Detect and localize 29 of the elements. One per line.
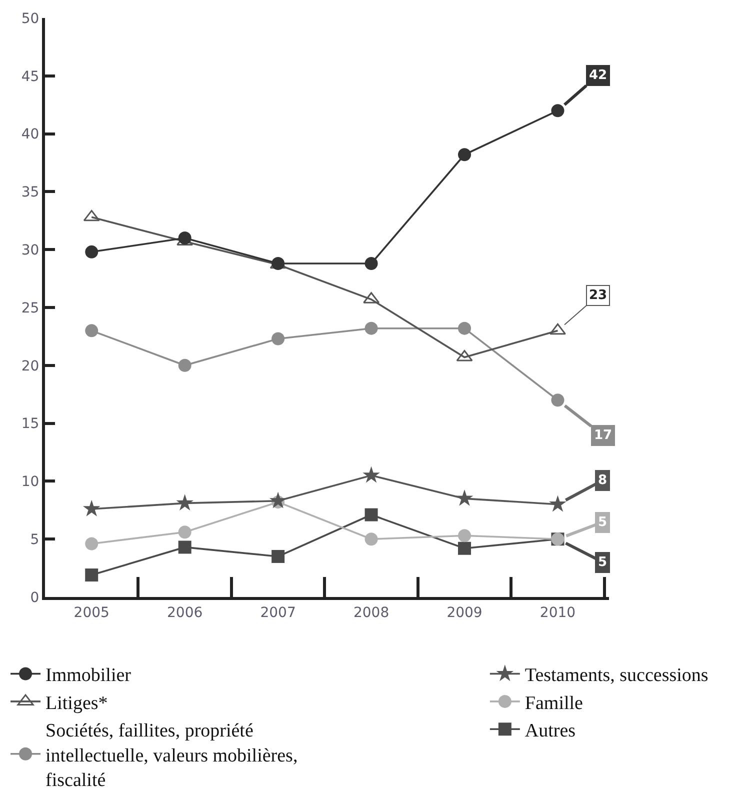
x-tick-label: 2007	[260, 604, 296, 621]
legend-label: Litiges*	[46, 692, 108, 714]
legend-label: Immobilier	[46, 665, 132, 686]
y-tick-label: 45	[21, 68, 40, 85]
y-tick-label: 50	[21, 10, 40, 27]
data-label: 17	[594, 428, 612, 443]
x-tick-label: 2010	[540, 604, 576, 621]
data-label: 8	[598, 473, 608, 488]
y-tick-label: 15	[21, 416, 40, 432]
legend-label: Testaments, successions	[524, 665, 708, 686]
x-tick-label: 2009	[446, 604, 482, 621]
y-tick-label: 30	[21, 242, 40, 258]
x-tick-label: 2006	[167, 604, 203, 621]
legend-label: Autres	[524, 720, 576, 742]
x-tick-label: 2008	[353, 604, 390, 621]
y-tick-label: 35	[21, 184, 40, 201]
legend-label: Sociétés, faillites, propriété intellectuelle, valeurs mobilières, fiscalité	[46, 720, 298, 791]
y-tick-label: 0	[30, 590, 40, 606]
x-tick-label: 2005	[74, 604, 110, 621]
y-tick-label: 40	[21, 126, 40, 143]
data-label: 5	[598, 515, 608, 530]
y-tick-label: 10	[21, 474, 40, 490]
data-label: 23	[589, 288, 608, 303]
data-label: 42	[589, 68, 608, 83]
y-tick-label: 5	[30, 532, 40, 548]
data-label: 5	[598, 555, 608, 570]
legend-label: Famille	[524, 692, 583, 714]
y-tick-label: 20	[21, 358, 40, 374]
y-tick-label: 25	[21, 300, 40, 316]
